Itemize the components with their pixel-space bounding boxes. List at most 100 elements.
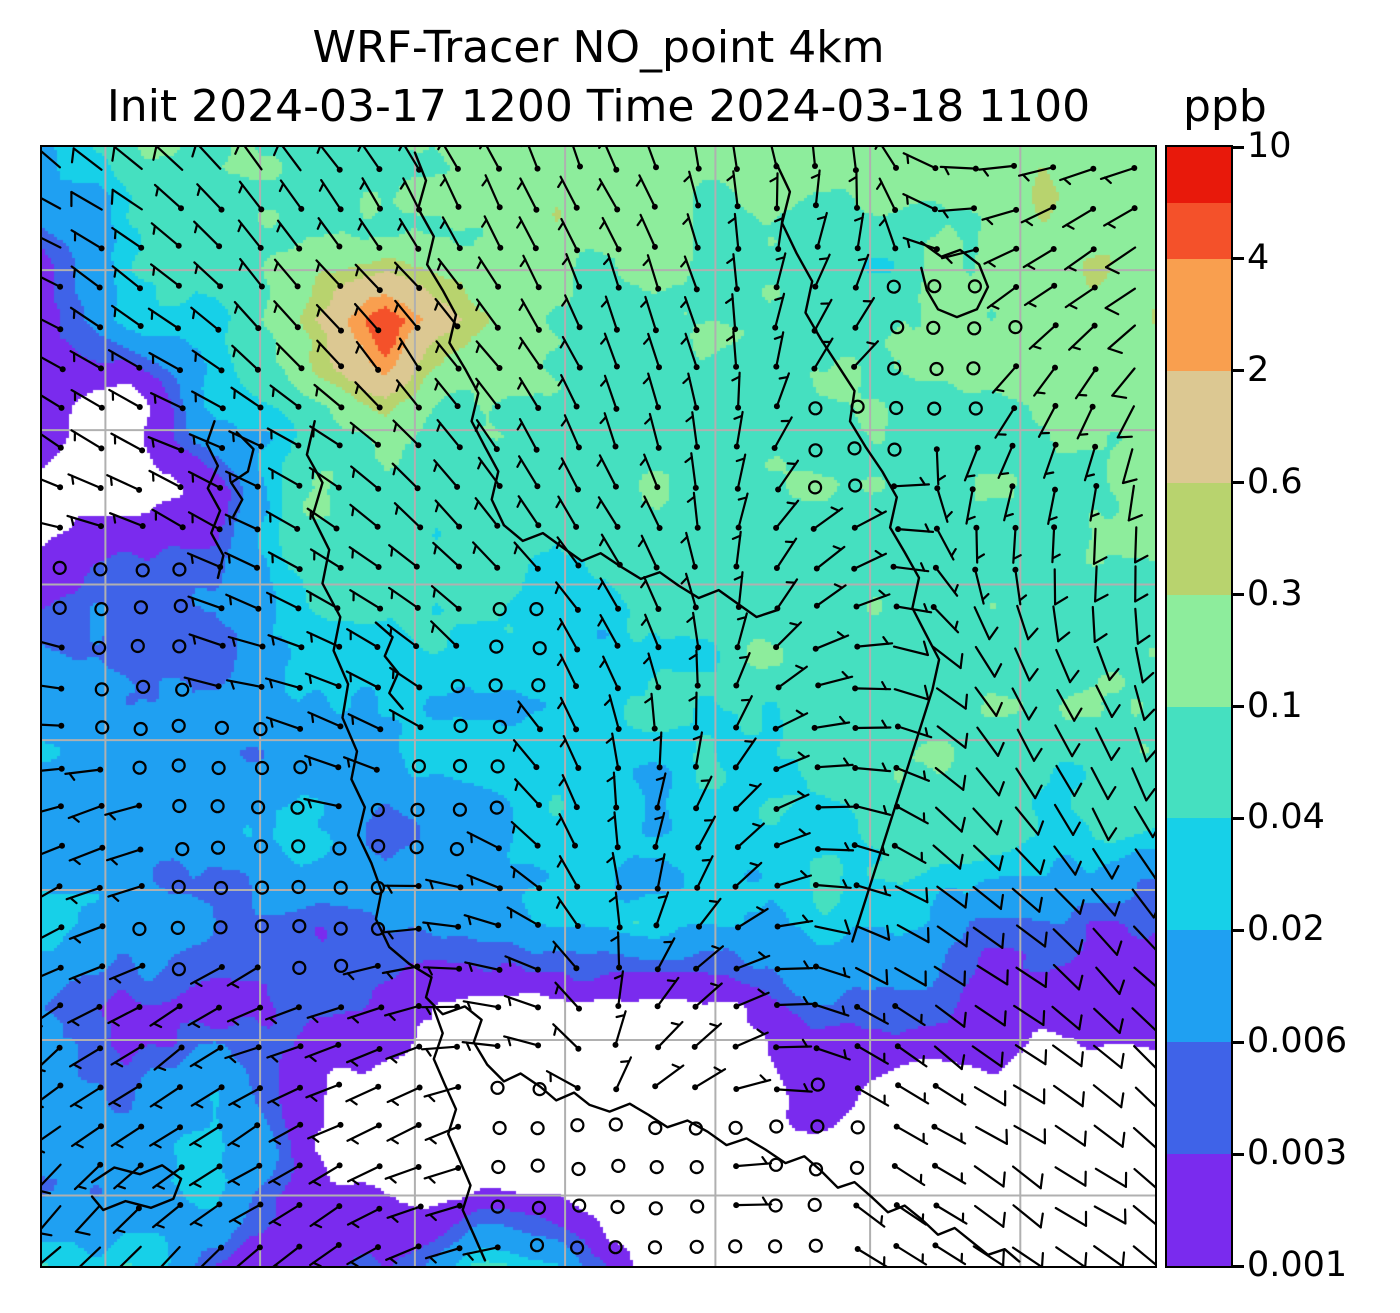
barb-base-dot <box>337 1121 344 1128</box>
calm-wind-circle <box>370 802 385 818</box>
barb-base-dot <box>175 325 181 332</box>
calm-wind-circle <box>488 678 503 693</box>
barb-base-dot <box>891 483 897 490</box>
barb-base-dot <box>337 206 344 213</box>
barb-base-dot <box>656 764 663 771</box>
barb-base-dot <box>853 882 860 889</box>
calm-wind-circle <box>211 760 226 776</box>
colorbar-tick-label: 0.04 <box>1247 797 1325 838</box>
barb-base-dot <box>735 924 741 931</box>
barb-base-dot <box>97 766 104 773</box>
calm-wind-circle <box>171 758 186 773</box>
barb-base-dot <box>258 206 265 213</box>
barb-base-dot <box>296 566 303 573</box>
calm-wind-circle <box>887 361 902 376</box>
calm-wind-circle <box>490 1199 505 1214</box>
calm-wind-circle <box>489 639 504 654</box>
calm-wind-circle <box>532 1081 547 1097</box>
barb-base-dot <box>414 963 421 970</box>
colorbar-tick-label: 4 <box>1247 238 1270 279</box>
barb-base-dot <box>691 1043 698 1050</box>
barb-base-dot <box>615 765 622 772</box>
barb-base-dot <box>815 846 821 853</box>
barb-base-dot <box>851 842 858 849</box>
barb-base-dot <box>218 206 225 213</box>
calm-wind-circle <box>133 721 148 737</box>
barb-base-dot <box>895 1082 902 1089</box>
colorbar-tick <box>1233 1152 1244 1156</box>
barb-base-dot <box>258 443 265 450</box>
barb-base-dot <box>773 524 780 531</box>
barb-base-dot <box>772 725 779 732</box>
barb-base-dot <box>1013 245 1020 252</box>
barb-base-dot <box>812 645 819 652</box>
barb-base-dot <box>1092 443 1099 450</box>
barb-base-dot <box>255 1044 262 1051</box>
barb-base-dot <box>254 526 261 533</box>
barb-base-dot <box>177 1124 183 1131</box>
barb-base-dot <box>456 245 463 252</box>
barb-base-dot <box>1051 524 1058 531</box>
colorbar-segment <box>1167 258 1231 371</box>
barb-base-dot <box>255 605 262 612</box>
barb-base-dot <box>377 205 383 212</box>
barb-base-dot <box>733 724 740 731</box>
barb-base-dot <box>415 365 422 372</box>
barb-base-dot <box>454 483 461 490</box>
barb-base-dot <box>56 1044 63 1051</box>
calm-wind-circle <box>966 361 981 376</box>
barb-base-dot <box>932 1082 939 1089</box>
barb-base-dot <box>655 684 662 691</box>
barb-base-dot <box>734 644 741 651</box>
barb-base-dot <box>694 524 701 531</box>
barb-base-dot <box>496 885 503 892</box>
barb-base-dot <box>1013 363 1020 370</box>
graticule-grid <box>42 147 1155 1266</box>
barb-base-dot <box>814 764 821 771</box>
barb-base-dot <box>775 246 782 252</box>
barb-base-dot <box>176 1084 183 1091</box>
barb-base-dot <box>57 484 64 491</box>
barb-base-dot <box>814 243 821 250</box>
barb-base-dot <box>455 605 462 612</box>
colorbar-tick-label: 10 <box>1247 126 1292 167</box>
calm-wind-circle <box>333 921 348 936</box>
barb-base-dot <box>932 1242 939 1249</box>
barb-base-dot <box>893 1123 900 1130</box>
calm-wind-circle <box>452 758 468 774</box>
barb-base-dot <box>336 166 343 173</box>
barb-base-dot <box>57 326 64 333</box>
barb-base-dot <box>136 364 143 371</box>
barb-base-dot <box>535 326 542 333</box>
calm-wind-circle <box>768 1198 783 1213</box>
barb-base-dot <box>298 644 305 651</box>
barb-base-dot <box>294 324 301 331</box>
barb-base-dot <box>257 1085 263 1092</box>
calm-wind-circle <box>648 1201 663 1216</box>
calm-wind-circle <box>251 800 266 815</box>
barb-base-dot <box>297 1121 304 1128</box>
barb-base-dot <box>773 1086 780 1093</box>
colorbar-segment <box>1167 1154 1231 1267</box>
figure-subtitle: Init 2024-03-17 1200 Time 2024-03-18 110… <box>106 81 1091 132</box>
barb-base-dot <box>813 1045 820 1052</box>
barb-base-dot <box>692 763 699 770</box>
barb-base-dot <box>455 1165 462 1171</box>
barb-base-dot <box>218 605 225 612</box>
barb-base-dot <box>97 1161 104 1168</box>
barb-base-dot <box>337 723 344 730</box>
barb-base-dot <box>415 883 422 889</box>
barb-base-dot <box>96 284 103 291</box>
barb-base-dot <box>974 444 981 451</box>
calm-wind-circle <box>850 1120 865 1135</box>
barb-base-dot <box>175 242 182 249</box>
map-overlay-svg <box>42 147 1155 1266</box>
barb-base-dot <box>294 283 301 290</box>
barb-base-dot <box>574 247 581 254</box>
barb-base-dot <box>258 283 265 290</box>
barb-base-dot <box>733 682 740 689</box>
barb-base-dot <box>733 166 740 172</box>
coastline <box>305 420 1021 1263</box>
barb-base-dot <box>693 724 699 731</box>
calm-wind-circle <box>453 718 468 734</box>
